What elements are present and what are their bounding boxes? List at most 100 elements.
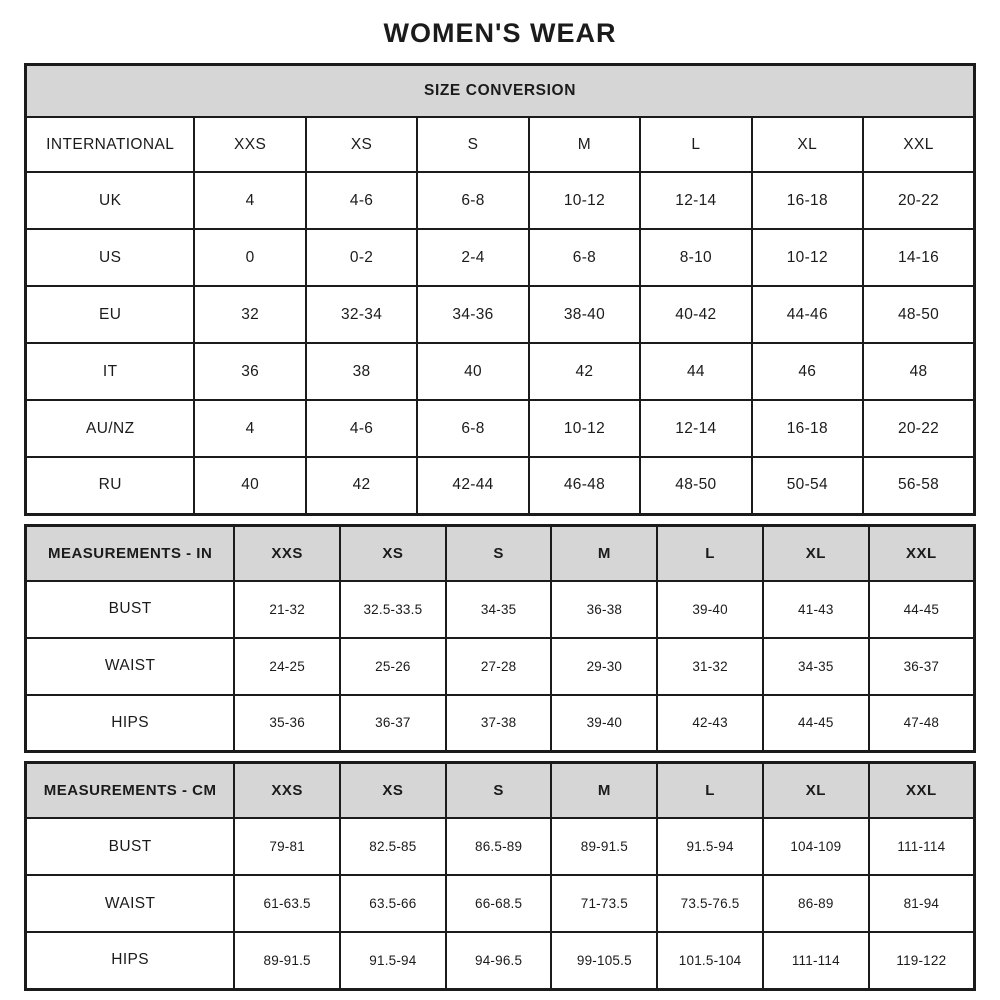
column-header: XXL [867, 524, 976, 582]
row-label: IT [24, 342, 196, 401]
page-title: WOMEN'S WEAR [383, 18, 617, 48]
value-cell: 46-48 [527, 456, 642, 515]
value-cell: 2-4 [416, 228, 530, 287]
header-label: INTERNATIONAL [24, 116, 196, 173]
value-cell: 48-50 [862, 285, 976, 344]
value-cell: 71-73.5 [550, 874, 659, 933]
value-cell: 24-25 [233, 636, 342, 696]
column-header: S [444, 524, 553, 582]
column-header: XL [761, 524, 870, 582]
value-cell: 48-50 [639, 456, 753, 515]
column-header: L [639, 116, 753, 173]
value-cell: 34-36 [416, 285, 530, 344]
column-header: S [416, 116, 530, 173]
table-banner: SIZE CONVERSION [24, 63, 976, 118]
value-cell: 111-114 [761, 931, 870, 990]
column-header: XL [750, 116, 865, 173]
value-cell: 34-35 [761, 636, 870, 696]
value-cell: 6-8 [416, 399, 530, 458]
column-header: XS [339, 761, 447, 819]
column-header: XS [304, 116, 419, 173]
table-row: AU/NZ 4 4-6 6-8 10-12 12-14 16-18 20-22 [24, 399, 976, 458]
value-cell: 61-63.5 [233, 874, 342, 933]
value-cell: 42-43 [656, 693, 764, 753]
row-label: WAIST [24, 636, 236, 696]
value-cell: 86.5-89 [444, 817, 553, 876]
header-label: MEASUREMENTS - CM [24, 761, 236, 819]
value-cell: 32 [193, 285, 307, 344]
value-cell: 0 [193, 228, 307, 287]
row-label: BUST [24, 817, 236, 876]
value-cell: 4-6 [304, 171, 419, 230]
value-cell: 44 [639, 342, 753, 401]
value-cell: 27-28 [444, 636, 553, 696]
row-label: HIPS [24, 693, 236, 753]
table-row: UK 4 4-6 6-8 10-12 12-14 16-18 20-22 [24, 171, 976, 230]
value-cell: 111-114 [867, 817, 976, 876]
value-cell: 91.5-94 [339, 931, 447, 990]
column-header: XXS [233, 524, 342, 582]
value-cell: 29-30 [550, 636, 659, 696]
value-cell: 39-40 [550, 693, 659, 753]
value-cell: 44-46 [750, 285, 865, 344]
column-header: XXS [233, 761, 342, 819]
value-cell: 46 [750, 342, 865, 401]
table-row: EU 32 32-34 34-36 38-40 40-42 44-46 48-50 [24, 285, 976, 344]
value-cell: 89-91.5 [233, 931, 342, 990]
value-cell: 47-48 [867, 693, 976, 753]
value-cell: 82.5-85 [339, 817, 447, 876]
value-cell: 38 [304, 342, 419, 401]
value-cell: 44-45 [761, 693, 870, 753]
value-cell: 8-10 [639, 228, 753, 287]
column-header: L [656, 524, 764, 582]
value-cell: 50-54 [750, 456, 865, 515]
row-label: BUST [24, 579, 236, 639]
value-cell: 89-91.5 [550, 817, 659, 876]
value-cell: 21-32 [233, 579, 342, 639]
value-cell: 66-68.5 [444, 874, 553, 933]
column-header: XL [761, 761, 870, 819]
column-header: M [550, 524, 659, 582]
value-cell: 31-32 [656, 636, 764, 696]
column-header: S [444, 761, 553, 819]
table-row: WAIST 24-25 25-26 27-28 29-30 31-32 34-35 36-37 [24, 636, 976, 696]
value-cell: 4 [193, 171, 307, 230]
value-cell: 36-37 [339, 693, 447, 753]
table-row: HIPS 35-36 36-37 37-38 39-40 42-43 44-45 47-48 [24, 693, 976, 753]
table-row: WAIST 61-63.5 63.5-66 66-68.5 71-73.5 73.5-76… [24, 874, 976, 933]
value-cell: 6-8 [416, 171, 530, 230]
value-cell: 10-12 [527, 171, 642, 230]
value-cell: 38-40 [527, 285, 642, 344]
value-cell: 20-22 [862, 171, 976, 230]
row-label: EU [24, 285, 196, 344]
row-label: UK [24, 171, 196, 230]
value-cell: 41-43 [761, 579, 870, 639]
table-row: BUST 79-81 82.5-85 86.5-89 89-91.5 91.5-94 104… [24, 817, 976, 876]
column-header: XXL [867, 761, 976, 819]
value-cell: 104-109 [761, 817, 870, 876]
column-header: M [527, 116, 642, 173]
column-header: M [550, 761, 659, 819]
value-cell: 56-58 [862, 456, 976, 515]
value-cell: 36-38 [550, 579, 659, 639]
column-header: L [656, 761, 764, 819]
value-cell: 40-42 [639, 285, 753, 344]
measurements-cm-table: MEASUREMENTS - CM XXS XS S M L XL XXL BUST 79-81 8… [24, 761, 976, 991]
value-cell: 36 [193, 342, 307, 401]
value-cell: 42 [304, 456, 419, 515]
table-row: IT 36 38 40 42 44 46 48 [24, 342, 976, 401]
header-row: MEASUREMENTS - IN XXS XS S M L XL XXL [24, 524, 976, 582]
value-cell: 81-94 [867, 874, 976, 933]
value-cell: 16-18 [750, 399, 865, 458]
value-cell: 91.5-94 [656, 817, 764, 876]
value-cell: 4-6 [304, 399, 419, 458]
value-cell: 37-38 [444, 693, 553, 753]
value-cell: 35-36 [233, 693, 342, 753]
column-header: XS [339, 524, 447, 582]
value-cell: 63.5-66 [339, 874, 447, 933]
value-cell: 79-81 [233, 817, 342, 876]
value-cell: 119-122 [867, 931, 976, 990]
value-cell: 40 [193, 456, 307, 515]
value-cell: 32.5-33.5 [339, 579, 447, 639]
